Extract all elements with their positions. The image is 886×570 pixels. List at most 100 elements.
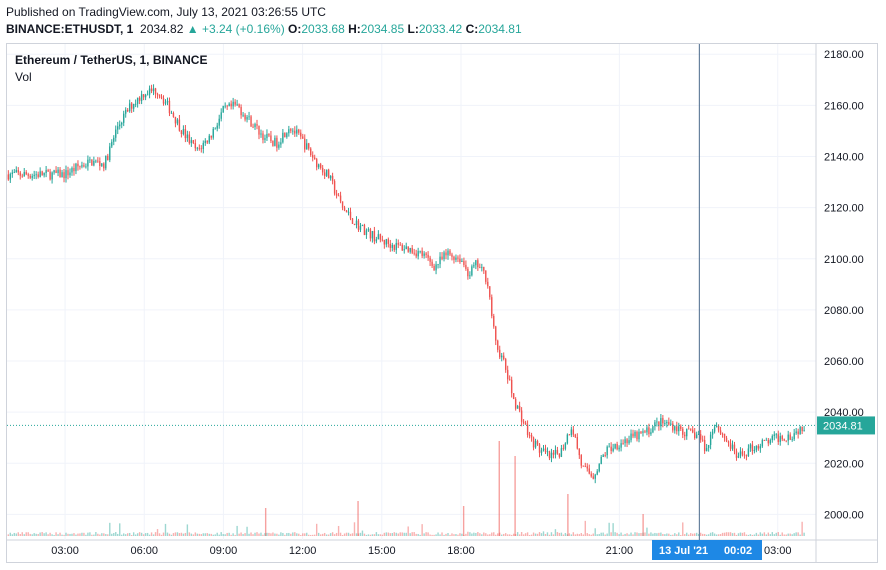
volume-bar [355,533,358,536]
volume-bar [469,532,471,536]
volume-bar [363,533,366,536]
candle-body [419,250,421,252]
candle-body [178,119,181,131]
volume-bar [769,534,772,536]
volume-bar [680,534,682,536]
candle-body [69,172,71,176]
volume-bar [674,533,676,536]
volume-bar [156,529,159,536]
candle-body [232,101,234,107]
volume-bar [584,520,586,536]
time-axis[interactable]: 03:00 06:00 09:00 12:00 15:00 18:00 21:00 03:00 [51,545,791,557]
volume-bar [160,534,163,536]
volume-bar [530,534,533,536]
candle-body [536,440,539,445]
volume-bar [101,533,103,536]
volume-bar [775,532,777,536]
candle-body [455,257,457,260]
volume-bar [222,534,224,536]
candle-body [572,429,575,435]
candle-body [315,159,318,168]
volume-bar [268,532,270,536]
volume-bar [518,534,521,536]
volume-bar [298,533,300,536]
candle-body [298,129,300,133]
volume-bar [729,532,732,536]
volume-bar [427,532,429,536]
candle-body [630,433,632,441]
volume-bar [485,533,487,536]
candle-body [329,175,332,179]
candle-body [166,100,169,103]
candle-body [793,433,795,440]
candle-body [612,448,614,451]
volume-bar [763,532,766,536]
candle-body [429,257,431,262]
volume-bar [242,534,244,536]
candle-body [337,195,340,197]
candle-body [333,181,336,194]
volume-bar [264,508,267,536]
volume-bar [594,528,596,536]
candle-body [731,444,734,449]
y-tick-label: 2160.00 [824,100,864,112]
volume-bar [105,534,107,536]
candle-body [785,440,787,442]
volume-bar [483,532,485,536]
candle-body [383,239,386,245]
candle-body [578,448,581,456]
candle-body [433,265,435,271]
candle-body [140,94,143,101]
volume-bar [9,532,12,536]
candle-body [55,170,57,173]
candle-body [765,439,768,441]
candle-body [749,444,752,449]
volume-bar [504,533,507,536]
candle-body [755,445,758,450]
candle-body [592,476,594,479]
candle-body [250,116,252,127]
candle-body [134,103,137,105]
volume-bar [648,533,650,536]
volume-bar [140,532,143,536]
volume-bar [588,534,590,536]
volume-bar [327,534,330,536]
candle-body [43,173,45,176]
candle-body [244,114,246,120]
volume-bar [59,532,61,536]
candle-body [180,130,183,135]
candle-body [501,355,503,358]
volume-bar [226,532,228,536]
chart-frame[interactable] [6,43,878,563]
volume-bar [602,532,604,536]
price-axis[interactable]: 2000.00 2020.00 2040.00 2060.00 2080.00 2100.… [824,49,864,521]
candle-body [417,251,419,257]
candle-body [510,379,513,394]
volume-bar [284,534,286,536]
candle-body [425,253,427,255]
change-value: ▲ +3.24 (+0.16%) [186,22,285,36]
volume-bar [148,534,151,536]
candle-body [115,129,117,138]
candle-body [423,253,425,256]
candle-body [648,427,650,435]
volume-bar [733,532,736,536]
candle-body [787,434,789,441]
volume-bar [453,534,455,536]
y-tick-label: 2140.00 [824,151,864,163]
candle-body [278,144,280,148]
high-label: H: [348,22,361,36]
volume-bar [411,532,413,536]
volume-bar [325,534,328,536]
volume-bar [439,534,441,536]
volume-bar [455,534,457,536]
candle-body [739,451,742,457]
volume-bar [369,534,372,536]
candle-body [747,448,750,457]
volume-bar [783,534,785,536]
volume-bar [562,534,565,536]
candle-body [274,137,276,146]
candle-body [646,427,648,433]
candle-body [105,155,107,169]
